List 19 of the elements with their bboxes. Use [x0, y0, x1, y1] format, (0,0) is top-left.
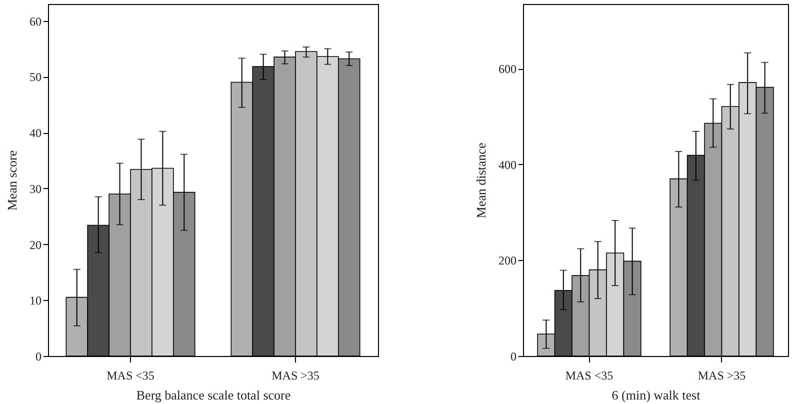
y-tick-label: 600	[498, 62, 516, 76]
y-tick-label: 30	[30, 182, 42, 196]
y-axis-title: Mean distance	[474, 142, 488, 218]
x-axis-title: 6 (min) walk test	[612, 388, 701, 402]
x-tick-label: MAS <35	[565, 368, 614, 382]
y-tick-label: 20	[30, 238, 42, 252]
y-tick-label: 0	[510, 350, 516, 364]
x-tick-label: MAS <35	[106, 368, 154, 382]
x-axis-title: Berg balance scale total score	[136, 388, 291, 402]
y-tick-label: 50	[30, 70, 42, 84]
y-tick-label: 40	[30, 126, 42, 140]
y-tick-label: 400	[498, 158, 516, 172]
y-tick-label: 10	[30, 294, 42, 308]
y-axis-title: Mean score	[4, 150, 20, 211]
y-tick-label: 0	[36, 350, 42, 364]
x-tick-label: MAS >35	[272, 368, 320, 382]
y-tick-label: 200	[498, 254, 516, 268]
y-tick-label: 60	[30, 14, 42, 28]
x-tick-label: MAS >35	[698, 368, 746, 382]
